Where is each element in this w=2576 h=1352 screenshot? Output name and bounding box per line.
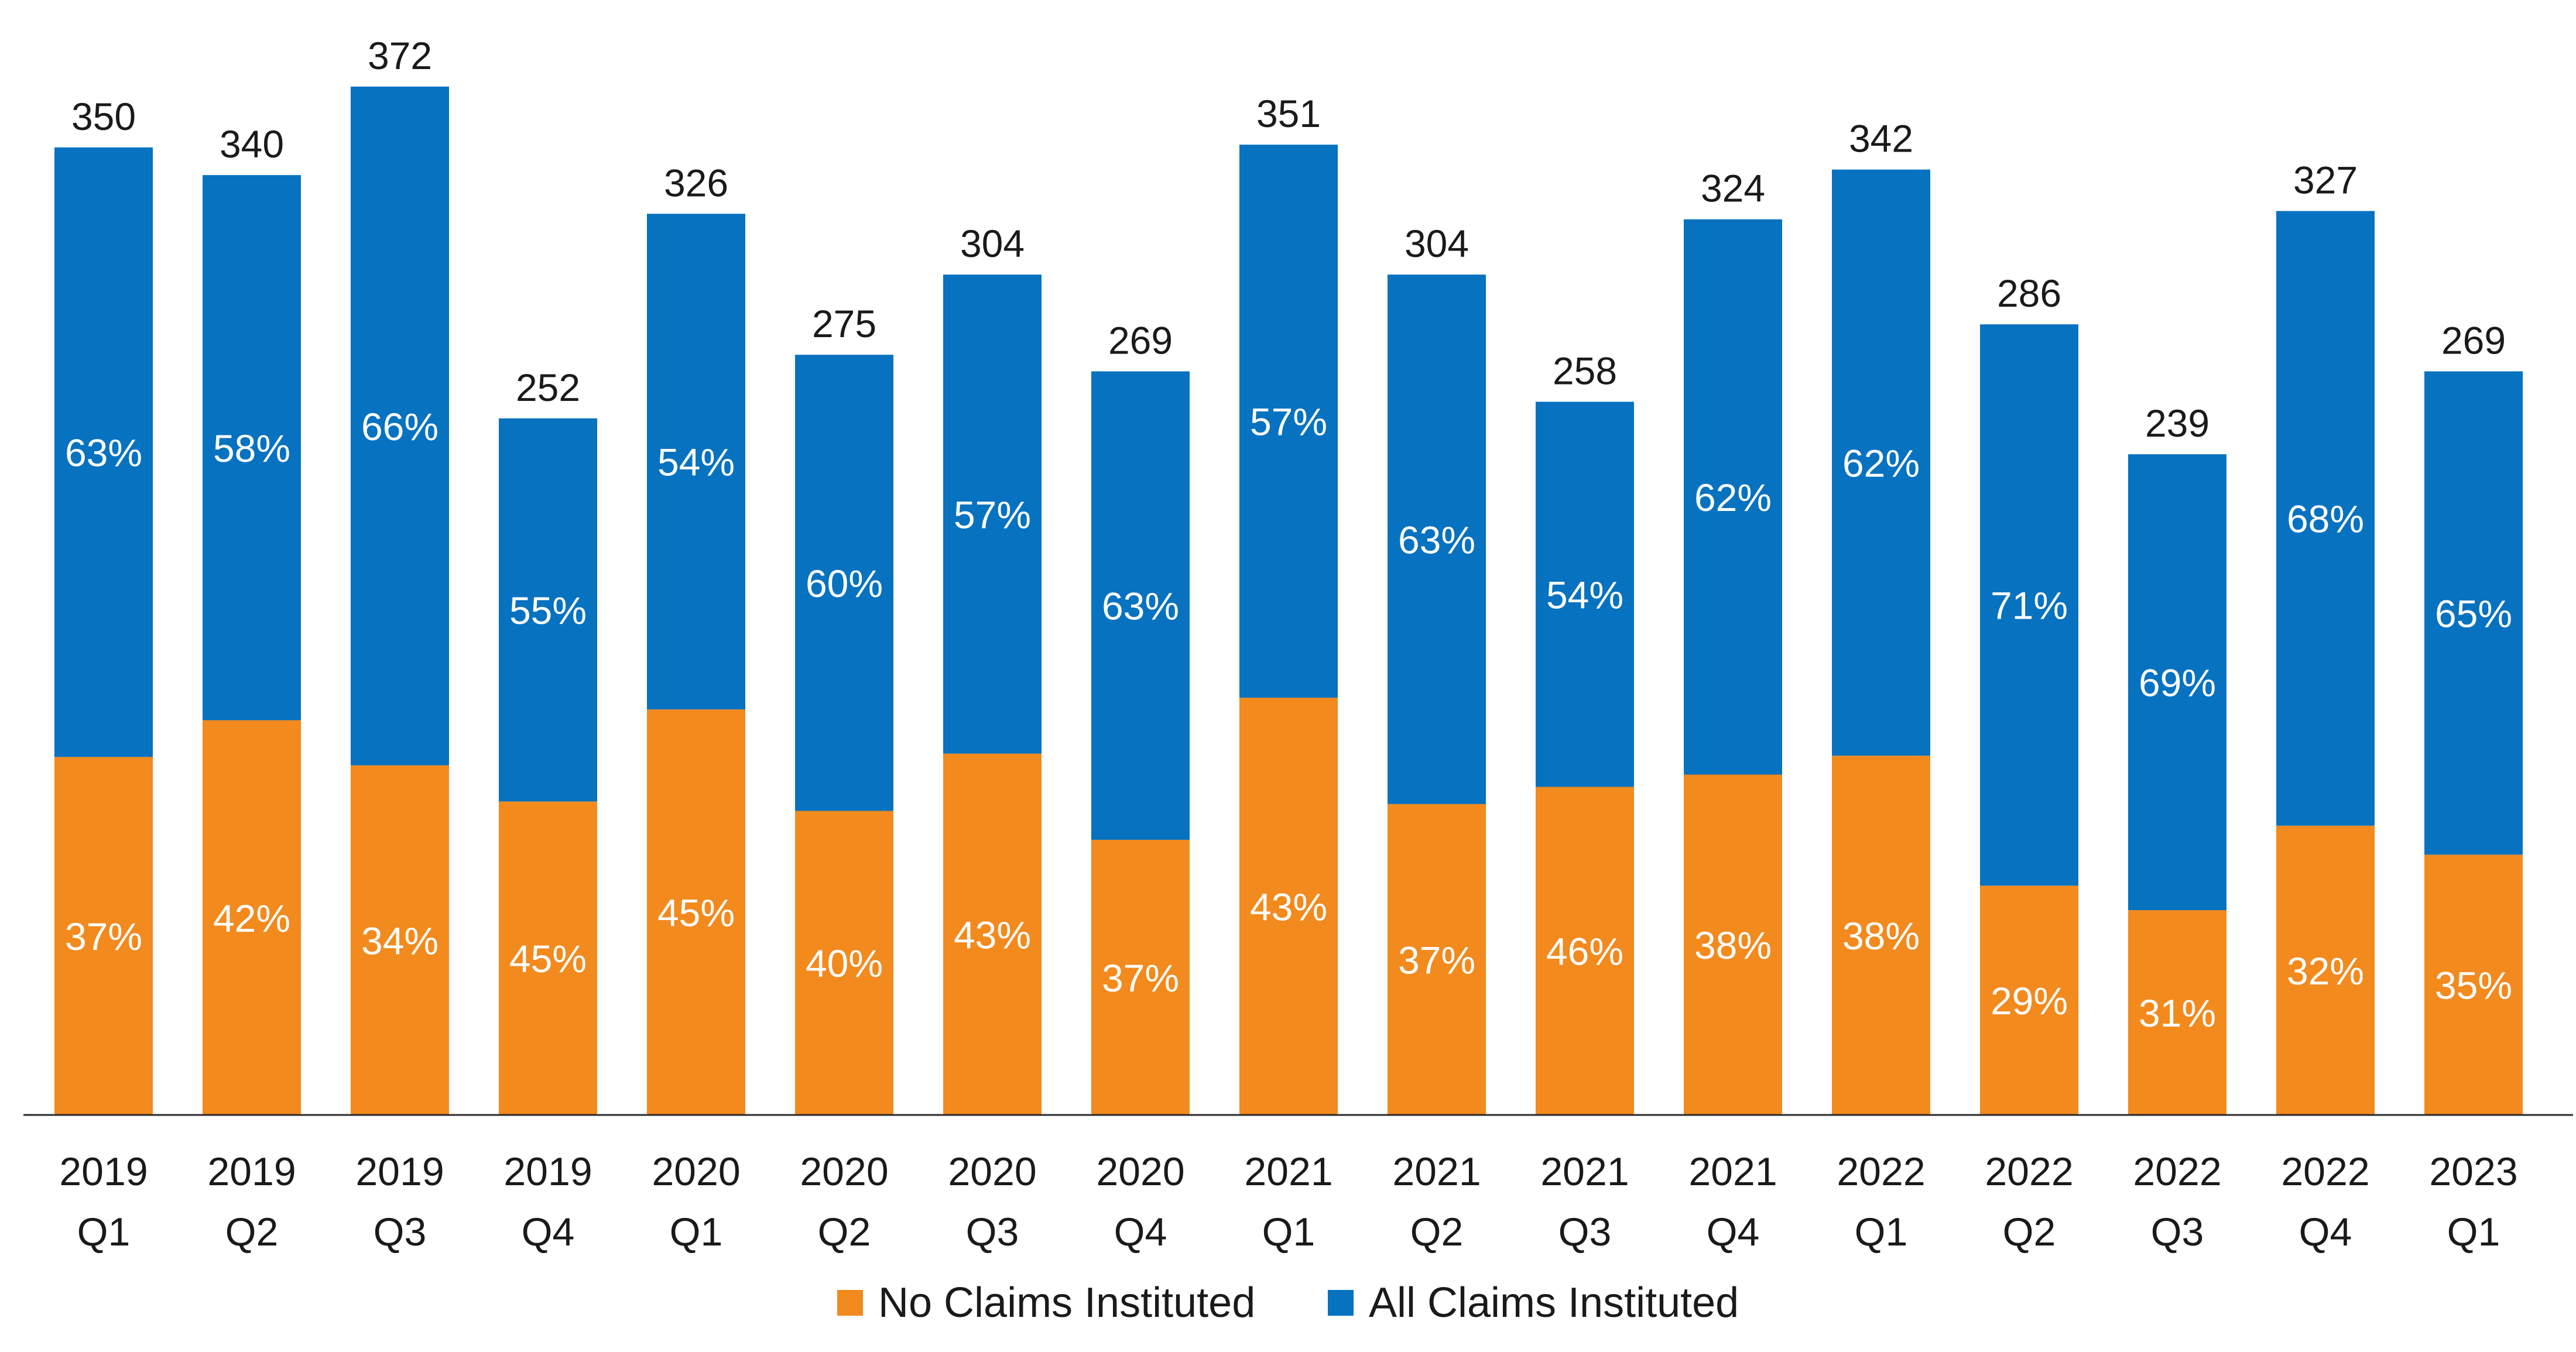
bar-total-label: 252: [516, 366, 580, 409]
data-label-no-claims: 45%: [509, 937, 587, 980]
data-label-all-claims: 69%: [2139, 661, 2216, 705]
x-tick-label-year: 2022: [1837, 1149, 1925, 1194]
data-label-all-claims: 58%: [213, 427, 290, 470]
data-label-all-claims: 55%: [509, 589, 587, 632]
data-label-no-claims: 43%: [1250, 886, 1327, 929]
x-tick-label-year: 2022: [2281, 1149, 2369, 1194]
x-tick-label-quarter: Q4: [1114, 1210, 1167, 1254]
bar-total-label: 350: [71, 95, 136, 138]
x-tick-label-quarter: Q4: [522, 1210, 575, 1254]
data-label-no-claims: 38%: [1694, 924, 1772, 967]
x-tick-label-quarter: Q1: [77, 1210, 131, 1254]
data-label-all-claims: 54%: [1546, 573, 1623, 616]
data-label-all-claims: 57%: [1250, 400, 1327, 444]
bar-total-label: 239: [2145, 402, 2210, 445]
x-tick-label-year: 2019: [355, 1149, 444, 1194]
data-label-all-claims: 65%: [2435, 592, 2512, 635]
data-label-all-claims: 60%: [806, 562, 883, 605]
x-tick-label-quarter: Q3: [966, 1210, 1019, 1254]
data-label-all-claims: 63%: [1398, 518, 1475, 561]
data-label-no-claims: 35%: [2435, 964, 2512, 1007]
x-tick-label-quarter: Q3: [2151, 1210, 2204, 1254]
data-label-all-claims: 57%: [954, 493, 1031, 536]
x-tick-label-year: 2020: [800, 1149, 888, 1194]
data-label-all-claims: 54%: [657, 441, 735, 484]
x-tick-label-quarter: Q1: [1855, 1210, 1908, 1254]
x-tick-label-year: 2021: [1244, 1149, 1332, 1194]
data-label-no-claims: 46%: [1546, 930, 1623, 973]
bar-total-label: 304: [1405, 222, 1469, 265]
data-label-no-claims: 37%: [1102, 956, 1179, 1000]
data-label-no-claims: 43%: [954, 913, 1031, 956]
bar-total-label: 340: [220, 122, 284, 166]
data-label-no-claims: 32%: [2287, 949, 2364, 993]
x-tick-label-year: 2023: [2429, 1149, 2517, 1194]
data-label-all-claims: 71%: [1991, 584, 2068, 627]
bar-total-label: 258: [1553, 349, 1617, 392]
data-label-all-claims: 63%: [1102, 585, 1179, 628]
bar-total-label: 342: [1849, 117, 1913, 160]
bar-total-label: 372: [368, 34, 432, 77]
bar-total-label: 326: [664, 161, 728, 204]
data-label-all-claims: 63%: [65, 431, 142, 475]
x-tick-label-quarter: Q3: [1558, 1210, 1612, 1254]
legend-label-no-claims: No Claims Instituted: [878, 1279, 1255, 1326]
x-tick-label-year: 2019: [59, 1149, 148, 1194]
data-label-no-claims: 29%: [1991, 979, 2068, 1022]
x-tick-label-quarter: Q4: [1707, 1210, 1760, 1254]
data-label-all-claims: 66%: [361, 405, 439, 448]
x-tick-label-quarter: Q1: [1262, 1210, 1316, 1254]
x-tick-label-year: 2020: [652, 1149, 740, 1194]
data-label-all-claims: 68%: [2287, 497, 2364, 541]
bar-total-label: 351: [1256, 92, 1321, 135]
data-label-no-claims: 42%: [213, 897, 290, 940]
data-label-no-claims: 31%: [2139, 991, 2216, 1035]
data-label-all-claims: 62%: [1694, 476, 1772, 519]
x-tick-label-year: 2022: [1985, 1149, 2073, 1194]
data-label-all-claims: 62%: [1842, 441, 1920, 485]
legend-swatch-no-claims: [837, 1290, 863, 1316]
legend-swatch-all-claims: [1328, 1290, 1354, 1316]
bar-total-label: 275: [812, 302, 876, 345]
x-tick-label-year: 2021: [1540, 1149, 1629, 1194]
bar-total-label: 327: [2293, 159, 2358, 202]
data-label-no-claims: 37%: [65, 915, 142, 958]
chart-canvas: 350 63% 37% 2019 Q1 340 58% 42% 2019 Q2 372 66% 34% 2…: [0, 0, 2576, 1349]
bar-total-label: 286: [1997, 272, 2061, 315]
data-label-no-claims: 37%: [1398, 938, 1475, 982]
x-tick-label-quarter: Q4: [2299, 1210, 2352, 1254]
bar-total-label: 324: [1701, 167, 1765, 210]
data-label-no-claims: 40%: [806, 942, 883, 985]
x-tick-label-year: 2019: [207, 1149, 296, 1194]
x-tick-label-quarter: Q2: [225, 1210, 279, 1254]
legend-label-all-claims: All Claims Instituted: [1369, 1279, 1739, 1326]
bar-total-label: 269: [1108, 318, 1173, 362]
bar-total-label: 269: [2441, 318, 2506, 362]
x-tick-label-year: 2021: [1392, 1149, 1481, 1194]
x-tick-label-quarter: Q2: [1410, 1210, 1464, 1254]
x-tick-label-quarter: Q1: [2447, 1210, 2500, 1254]
x-tick-label-quarter: Q2: [2003, 1210, 2056, 1254]
x-tick-label-year: 2020: [948, 1149, 1036, 1194]
data-label-no-claims: 34%: [361, 919, 439, 962]
data-label-no-claims: 45%: [657, 891, 735, 935]
data-label-no-claims: 38%: [1842, 914, 1920, 958]
x-tick-label-year: 2020: [1096, 1149, 1184, 1194]
x-tick-label-year: 2021: [1688, 1149, 1777, 1194]
x-tick-label-quarter: Q3: [374, 1210, 427, 1254]
x-tick-label-year: 2022: [2133, 1149, 2221, 1194]
x-tick-label-quarter: Q1: [670, 1210, 723, 1254]
bar-total-label: 304: [960, 222, 1025, 265]
x-tick-label-quarter: Q2: [818, 1210, 871, 1254]
x-tick-label-year: 2019: [503, 1149, 592, 1194]
stacked-bar-chart: 350 63% 37% 2019 Q1 340 58% 42% 2019 Q2 372 66% 34% 2…: [0, 0, 2576, 1349]
